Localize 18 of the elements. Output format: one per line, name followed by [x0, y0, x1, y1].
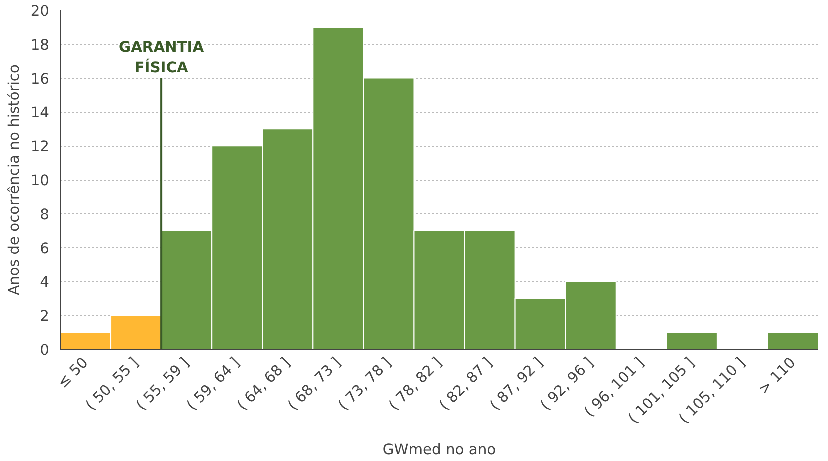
x-tick-label: ≤ 50 — [54, 354, 92, 392]
y-tick-label: 12 — [30, 138, 50, 156]
ref-line-label: GARANTIA FÍSICA — [119, 38, 205, 76]
bar — [666, 332, 718, 350]
x-tick-label: > 110 — [755, 354, 800, 398]
y-tick-label: 8 — [40, 206, 50, 224]
x-axis-title: GWmed no ano — [382, 441, 496, 458]
y-tick-label: 16 — [30, 70, 50, 88]
y-tick-label: 20 — [30, 3, 50, 20]
y-tick-label: 4 — [40, 274, 50, 292]
y-tick-label: 2 — [40, 308, 50, 326]
y-tick-label: 10 — [30, 172, 50, 190]
y-tick-label: 18 — [30, 36, 50, 54]
y-tick-label: 14 — [30, 104, 50, 122]
y-axis-title: Anos de ocorrência no histórico — [6, 64, 23, 296]
y-tick-label: 0 — [40, 342, 50, 359]
bar — [767, 332, 818, 350]
y-tick-label: 6 — [40, 240, 50, 258]
